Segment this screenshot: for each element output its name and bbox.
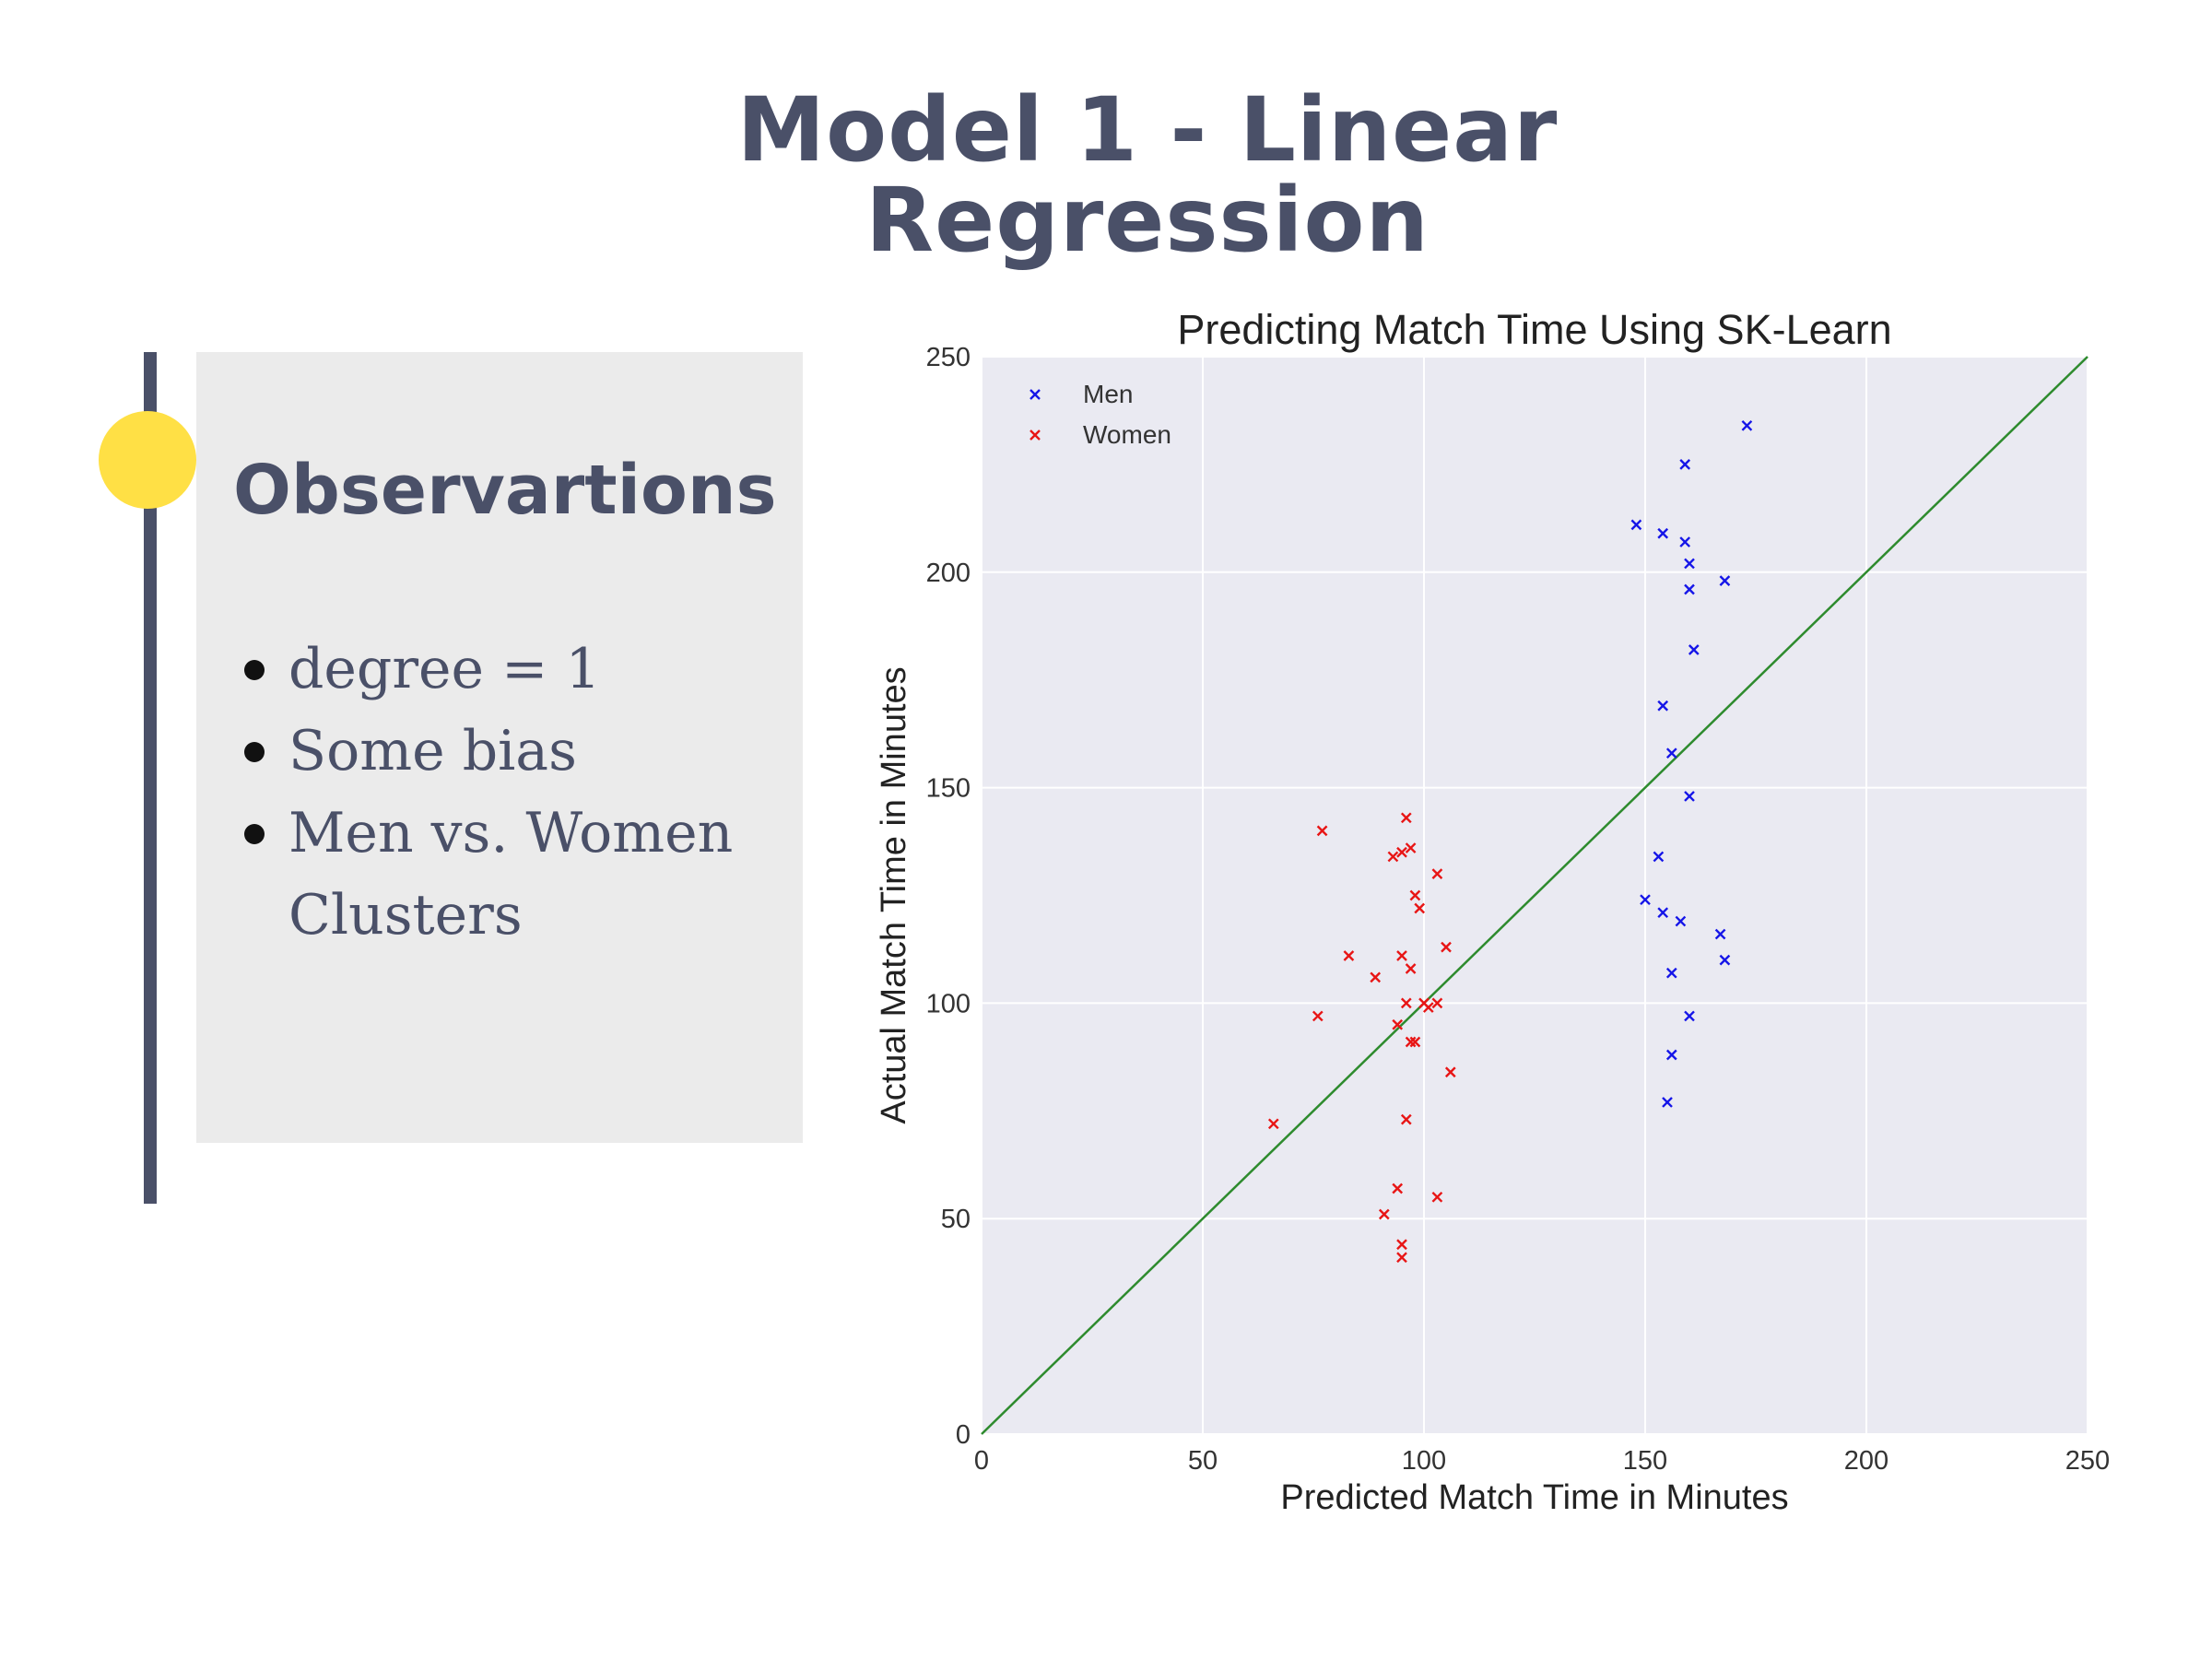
data-point-men	[1714, 928, 1726, 940]
bullet-item: degree = 1	[224, 629, 795, 711]
data-point-men	[1719, 954, 1731, 966]
data-point-women	[1400, 997, 1412, 1009]
data-point-women	[1441, 941, 1452, 953]
x-tick-label: 100	[1402, 1446, 1446, 1476]
data-point-women	[1409, 889, 1421, 901]
bullet-item: Some bias	[224, 711, 795, 793]
legend-label-women: Women	[1083, 420, 1171, 449]
data-point-men	[1630, 519, 1642, 531]
accent-bar	[144, 352, 157, 1204]
data-point-women	[1392, 1182, 1404, 1194]
y-tick-label: 100	[926, 989, 971, 1018]
data-point-men	[1684, 791, 1695, 802]
x-axis-label: Predicted Match Time in Minutes	[1280, 1478, 1788, 1517]
panel-heading: Observartions	[233, 451, 777, 530]
data-point-women	[1400, 812, 1412, 824]
data-point-women	[1396, 950, 1407, 961]
y-tick-label: 150	[926, 774, 971, 804]
data-point-women	[1378, 1208, 1390, 1220]
data-point-women	[1267, 1118, 1279, 1130]
data-point-women	[1316, 825, 1328, 837]
bullet-text: Men vs. Women Clusters	[288, 801, 734, 947]
y-tick-label: 0	[956, 1420, 971, 1450]
x-tick-label: 0	[974, 1446, 989, 1476]
data-point-men	[1679, 459, 1691, 470]
data-point-women	[1431, 997, 1443, 1009]
data-point-men	[1657, 527, 1669, 539]
y-axis-label: Actual Match Time in Minutes	[875, 666, 913, 1124]
bullet-item: Men vs. Women Clusters	[224, 793, 795, 957]
chart-title: Predicting Match Time Using SK-Learn	[1177, 306, 1891, 353]
data-point-women	[1414, 902, 1426, 914]
data-point-women	[1396, 1239, 1407, 1251]
data-point-women	[1387, 851, 1399, 863]
data-point-men	[1665, 747, 1677, 759]
x-tick-label: 150	[1623, 1446, 1667, 1476]
data-point-women	[1370, 971, 1382, 983]
data-point-men	[1657, 907, 1669, 919]
data-point-men	[1653, 851, 1665, 863]
legend-marker-men	[1030, 389, 1041, 400]
bullet-dot	[244, 660, 265, 680]
y-tick-label: 200	[926, 559, 971, 588]
data-point-men	[1684, 558, 1695, 570]
data-point-men	[1665, 967, 1677, 979]
y-tick-label: 50	[941, 1205, 971, 1234]
bullet-list: degree = 1 Some bias Men vs. Women Clust…	[224, 629, 795, 957]
data-point-men	[1665, 1049, 1677, 1061]
data-point-women	[1444, 1066, 1456, 1078]
data-point-women	[1431, 868, 1443, 879]
data-point-men	[1640, 894, 1651, 906]
data-point-women	[1422, 1002, 1434, 1013]
data-point-women	[1405, 1036, 1417, 1048]
data-point-women	[1396, 1252, 1407, 1264]
slide-title-line-2: Regression	[865, 169, 1430, 272]
legend-marker-women	[1030, 429, 1041, 441]
data-point-women	[1431, 1191, 1443, 1203]
slide-title: Model 1 - Linear Regression	[0, 85, 2212, 265]
reference-line	[981, 356, 2088, 1435]
bullet-dot	[244, 824, 265, 844]
data-point-men	[1741, 419, 1753, 431]
x-tick-label: 200	[1844, 1446, 1888, 1476]
data-point-women	[1312, 1010, 1324, 1022]
data-point-women	[1409, 1036, 1421, 1048]
data-point-men	[1719, 575, 1731, 587]
data-point-men	[1688, 644, 1700, 655]
data-point-men	[1684, 1010, 1695, 1022]
data-point-men	[1675, 915, 1687, 927]
data-point-men	[1684, 583, 1695, 595]
bullet-text: Some bias	[288, 719, 577, 783]
data-point-women	[1392, 1018, 1404, 1030]
data-point-women	[1343, 950, 1355, 961]
x-tick-label: 250	[2065, 1446, 2110, 1476]
data-point-women	[1405, 963, 1417, 974]
data-point-women	[1405, 842, 1417, 853]
slide-title-line-1: Model 1 - Linear	[736, 78, 1559, 182]
x-tick-label: 50	[1188, 1446, 1218, 1476]
y-tick-label: 250	[926, 343, 971, 372]
data-point-men	[1657, 700, 1669, 712]
data-point-men	[1679, 536, 1691, 547]
data-point-men	[1662, 1097, 1673, 1108]
accent-dot	[99, 411, 196, 509]
data-point-women	[1396, 846, 1407, 858]
bullet-text: degree = 1	[288, 637, 601, 701]
data-point-women	[1400, 1113, 1412, 1125]
bullet-dot	[244, 742, 265, 762]
legend-label-men: Men	[1083, 380, 1133, 408]
observations-panel: Observartions degree = 1 Some bias Men v…	[196, 352, 803, 1143]
